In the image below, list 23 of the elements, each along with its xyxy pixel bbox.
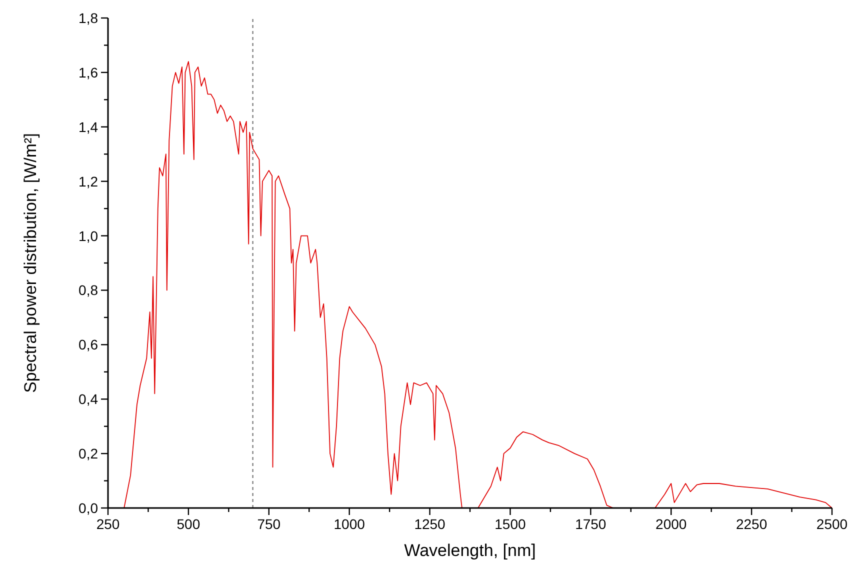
y-tick-label: 0,0 (78, 500, 98, 516)
x-axis-title: Wavelength, [nm] (404, 541, 536, 560)
x-tick-label: 2250 (736, 516, 768, 532)
y-tick-label: 0,6 (78, 336, 98, 353)
line-series (124, 61, 832, 508)
y-tick-label: 0,8 (78, 282, 98, 298)
y-tick-label: 1,8 (78, 10, 98, 26)
x-tick-label: 1000 (334, 516, 366, 532)
x-tick-label: 750 (257, 516, 281, 532)
y-tick-label: 1,4 (78, 118, 98, 135)
x-tick-label: 2500 (816, 516, 848, 532)
x-tick-label: 250 (96, 516, 120, 532)
y-tick-label: 0,4 (78, 391, 98, 408)
y-tick-label: 1,6 (78, 64, 98, 80)
y-tick-label: 1,2 (78, 173, 98, 190)
x-tick-label: 2000 (656, 516, 687, 532)
y-tick-label: 1,0 (78, 228, 98, 244)
x-tick-label: 500 (176, 516, 200, 532)
x-tick-label: 1750 (575, 516, 606, 532)
y-tick-label: 0,2 (78, 446, 98, 462)
x-tick-label: 1250 (414, 516, 446, 532)
x-tick-label: 1500 (494, 516, 526, 532)
y-axis-title: Spectral power distribution, [W/m²] (21, 133, 40, 393)
